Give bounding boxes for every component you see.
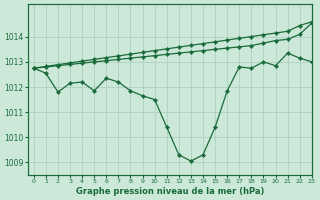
X-axis label: Graphe pression niveau de la mer (hPa): Graphe pression niveau de la mer (hPa)	[76, 187, 264, 196]
